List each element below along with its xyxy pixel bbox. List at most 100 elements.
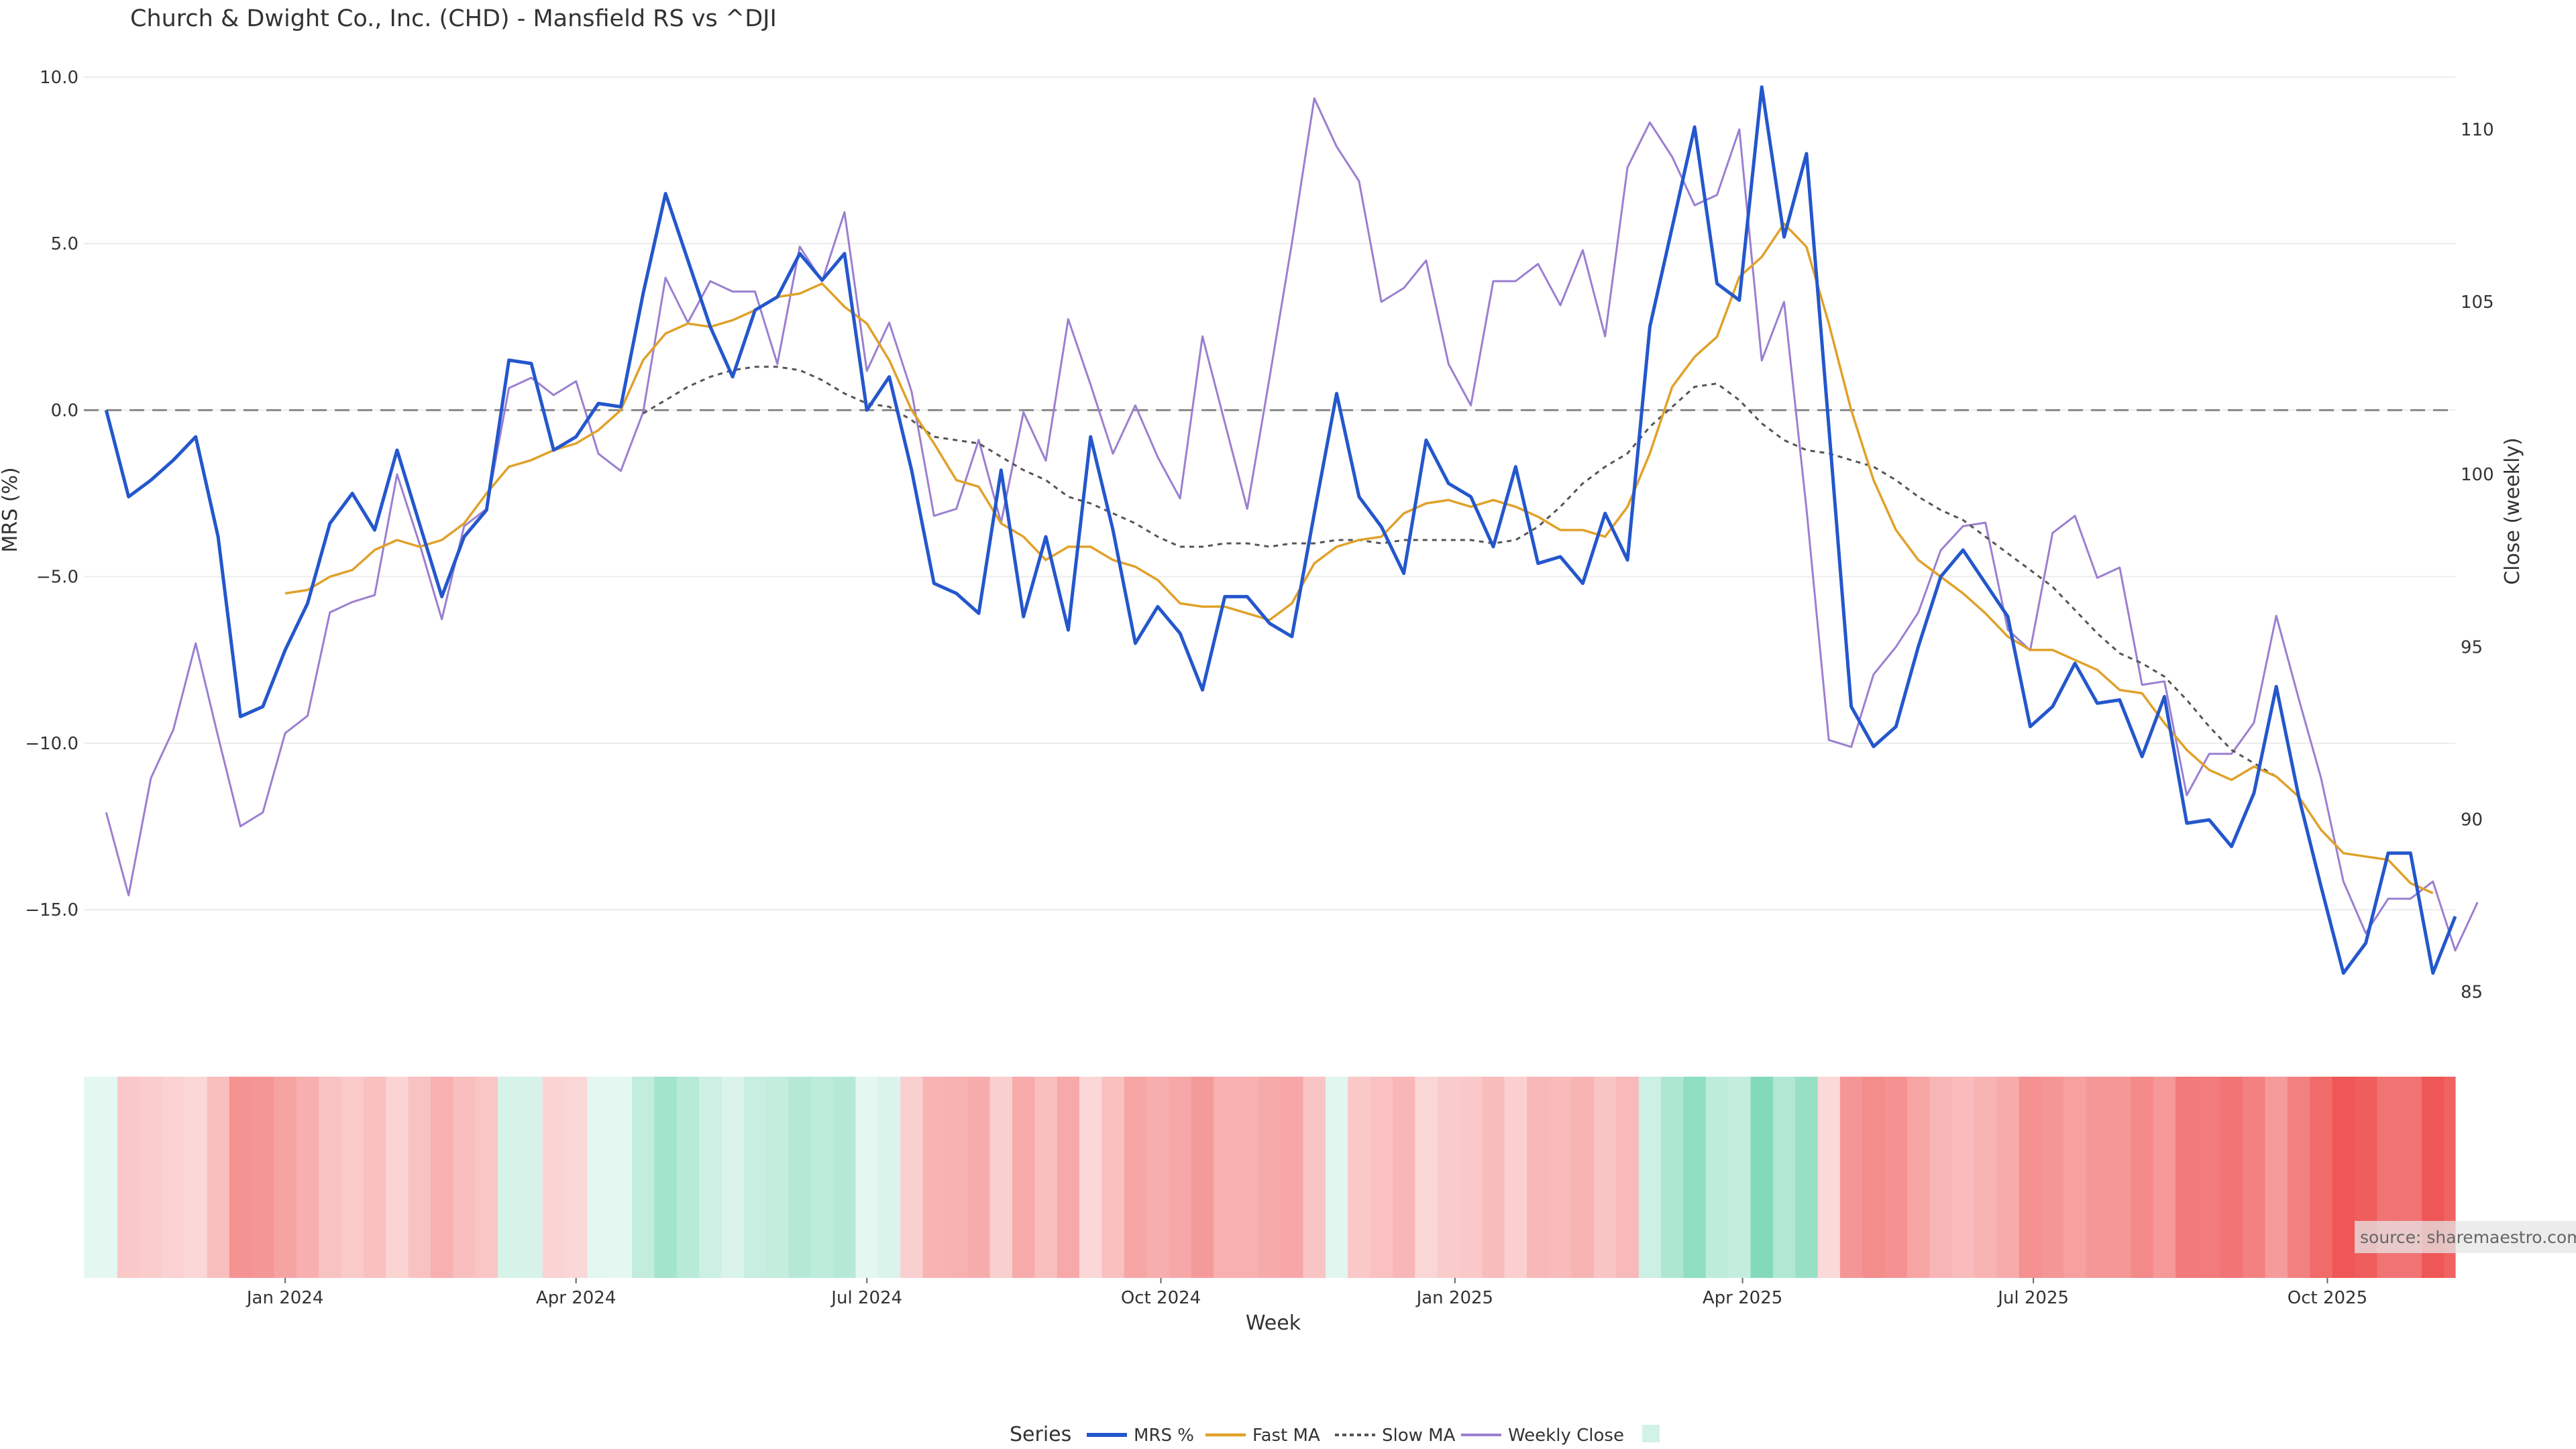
y-tick-left: −5.0 [36, 568, 78, 588]
heat-cell [766, 1077, 789, 1278]
y-axis-label-right: Close (weekly) [2501, 437, 2524, 585]
heat-cell [1281, 1077, 1304, 1278]
x-tick-label: Jul 2025 [1996, 1288, 2069, 1308]
x-tick-label: Apr 2025 [1703, 1288, 1782, 1308]
heat-cell [2287, 1077, 2310, 1278]
x-tick-label: Oct 2025 [2288, 1288, 2367, 1308]
heat-cell [699, 1077, 722, 1278]
heat-cell [2086, 1077, 2109, 1278]
heatmap-strip [84, 1077, 2456, 1278]
heat-cell [1102, 1077, 1125, 1278]
heat-cell [632, 1077, 655, 1278]
source-note-bg [2355, 1221, 2576, 1253]
heat-cell [341, 1077, 364, 1278]
x-tick-label: Oct 2024 [1121, 1288, 1201, 1308]
heat-cell [1325, 1077, 1348, 1278]
heat-cell [207, 1077, 230, 1278]
heat-cell [2041, 1077, 2064, 1278]
y-tick-left: 10.0 [40, 68, 78, 88]
heat-cell [1795, 1077, 1819, 1278]
x-axis-ticks: Jan 2024 Apr 2024 Jul 2024 Oct 2024 Jan 2025… [246, 1278, 2367, 1308]
heat-cell [1057, 1077, 1080, 1278]
heat-cell [1884, 1077, 1908, 1278]
heat-cell [1146, 1077, 1169, 1278]
heat-cell [1303, 1077, 1326, 1278]
y-tick-right: 100 [2461, 465, 2494, 485]
heat-cell [587, 1077, 610, 1278]
y-tick-left: −15.0 [25, 900, 78, 920]
heat-cell [2176, 1077, 2198, 1278]
heat-cell [475, 1077, 498, 1278]
heat-cell [252, 1077, 274, 1278]
heat-cell [900, 1077, 924, 1278]
heat-cell [2220, 1077, 2243, 1278]
heat-cell [498, 1077, 521, 1278]
heat-cell [1460, 1077, 1483, 1278]
heat-cell [1415, 1077, 1438, 1278]
heat-cell [1705, 1077, 1729, 1278]
legend: Series MRS % Fast MA Slow MA Weekly Close [1010, 1423, 1660, 1446]
heat-cell [609, 1077, 633, 1278]
series-lines [104, 85, 2479, 975]
heat-cell [1437, 1077, 1460, 1278]
y-tick-right: 95 [2461, 637, 2483, 657]
heat-cell [408, 1077, 431, 1278]
heat-cell [363, 1077, 386, 1278]
legend-swatch-heatmap [1642, 1425, 1660, 1442]
y-tick-right: 105 [2461, 292, 2494, 313]
heat-cell [1728, 1077, 1752, 1278]
heat-cell [2153, 1077, 2176, 1278]
heat-cell [1772, 1077, 1796, 1278]
heat-cell [2332, 1077, 2355, 1278]
heat-cell [1571, 1077, 1595, 1278]
chart-title: Church & Dwight Co., Inc. (CHD) - Mansfi… [130, 5, 777, 32]
heat-cell [1862, 1077, 1886, 1278]
heat-cell [1392, 1077, 1415, 1278]
y-tick-right: 110 [2461, 120, 2494, 140]
heat-cell [1907, 1077, 1930, 1278]
heat-cell [654, 1077, 678, 1278]
heat-cell [1236, 1077, 1259, 1278]
heat-cell [117, 1077, 140, 1278]
heat-cell [676, 1077, 700, 1278]
heat-cell [84, 1077, 118, 1278]
legend-label-mrs: MRS % [1134, 1426, 1194, 1446]
heat-cell [721, 1077, 745, 1278]
heat-cell [1034, 1077, 1058, 1278]
y-tick-left: −10.0 [25, 734, 78, 754]
x-tick-label: Apr 2024 [536, 1288, 616, 1308]
heat-cell [2063, 1077, 2087, 1278]
heat-cell [1594, 1077, 1617, 1278]
heat-cell [140, 1077, 163, 1278]
heat-cell [1661, 1077, 1684, 1278]
heat-cell [162, 1077, 185, 1278]
heat-cell [386, 1077, 409, 1278]
heat-cell [1124, 1077, 1147, 1278]
heat-cell [2019, 1077, 2042, 1278]
heat-cell [2131, 1077, 2154, 1278]
heat-cell [1549, 1077, 1572, 1278]
heat-cell [1079, 1077, 1102, 1278]
heat-cell [1683, 1077, 1707, 1278]
heat-cell [1996, 1077, 2020, 1278]
heat-cell [1616, 1077, 1640, 1278]
heat-cell [945, 1077, 968, 1278]
left-axis-ticks: 10.0 5.0 0.0 −5.0 −10.0 −15.0 [25, 68, 78, 920]
heat-cell [274, 1077, 297, 1278]
y-tick-right: 85 [2461, 983, 2483, 1003]
heat-cell [1817, 1077, 1841, 1278]
heat-cell [520, 1077, 543, 1278]
source-note: source: sharemaestro.com [2355, 1221, 2576, 1253]
y-tick-left: 5.0 [51, 234, 78, 254]
heat-cell [1169, 1077, 1192, 1278]
legend-label-slow-ma: Slow MA [1382, 1426, 1456, 1446]
heat-cell [542, 1077, 566, 1278]
heat-cell [855, 1077, 879, 1278]
heat-cell [810, 1077, 834, 1278]
heat-cell [833, 1077, 857, 1278]
heat-cell [184, 1077, 207, 1278]
heat-cell [1504, 1077, 1527, 1278]
x-tick-label: Jan 2024 [246, 1288, 324, 1308]
heat-cell [1638, 1077, 1662, 1278]
